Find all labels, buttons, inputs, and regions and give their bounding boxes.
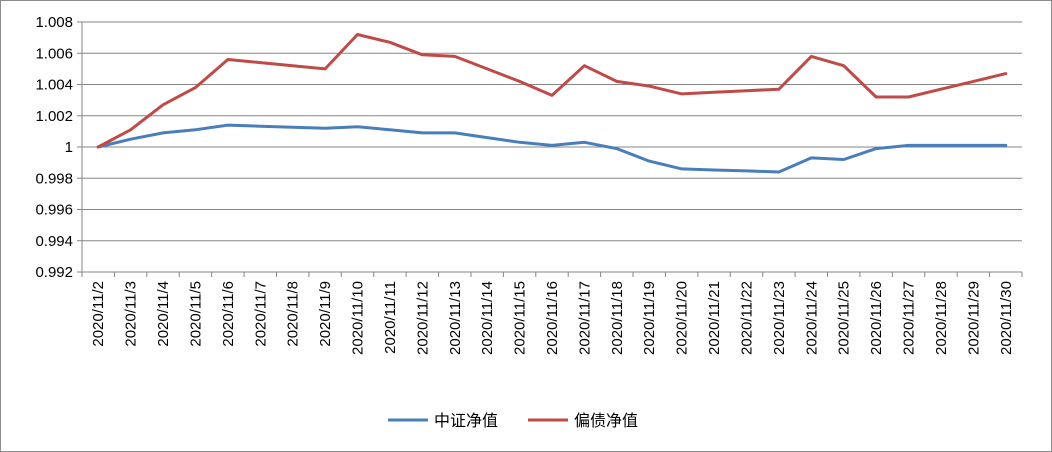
x-tick-label: 2020/11/18 [609,281,626,355]
y-tick-label: 0.998 [35,170,73,187]
y-tick-label: 1.006 [35,45,73,62]
x-tick-label: 2020/11/29 [965,281,982,355]
x-tick-label: 2020/11/17 [576,281,593,355]
x-tick-label: 2020/11/25 [836,281,853,355]
y-tick-label: 1 [65,139,73,156]
x-tick-label: 2020/11/9 [317,281,334,347]
x-tick-label: 2020/11/10 [350,281,367,355]
legend: 中证净值 偏债净值 [388,411,638,430]
x-tick-label: 2020/11/14 [479,281,496,355]
x-tick-label: 2020/11/30 [998,281,1015,355]
x-tick-label: 2020/11/20 [674,281,691,355]
x-tick-label: 2020/11/6 [220,281,237,347]
y-tick-label: 0.994 [35,233,73,250]
x-tick-label: 2020/11/13 [447,281,464,355]
x-tick-label: 2020/11/26 [868,281,885,355]
x-tick-label: 2020/11/27 [901,281,918,355]
series-line-1 [96,123,1008,174]
x-axis-tick-labels: 2020/11/2 2020/11/3 2020/11/4 2020/11/5 2020… [90,281,1015,355]
x-tick-label: 2020/11/3 [123,281,140,347]
legend-label-2: 偏债净值 [574,411,638,430]
y-tick-label: 0.992 [35,264,73,281]
x-tick-label: 2020/11/23 [771,281,788,355]
y-tick-label: 1.008 [35,14,73,31]
y-tick-label: 1.002 [35,108,73,125]
series-line-2 [96,33,1008,149]
x-tick-label: 2020/11/24 [803,281,820,355]
x-tick-label: 2020/11/19 [641,281,658,355]
legend-label-1: 中证净值 [434,411,498,430]
axes [77,21,1023,277]
series-lines [96,33,1008,174]
x-tick-label: 2020/11/11 [382,281,399,354]
y-tick-label: 0.996 [35,202,73,219]
x-tick-label: 2020/11/16 [544,281,561,355]
y-tick-label: 1.004 [35,77,73,94]
x-tick-label: 2020/11/8 [285,281,302,347]
x-tick-label: 2020/11/7 [252,281,269,347]
x-tick-label: 2020/11/22 [738,281,755,355]
x-tick-label: 2020/11/5 [187,281,204,347]
y-axis-tick-labels: 0.992 0.994 0.996 0.998 1 1.002 1.004 1.006 1.00… [35,14,73,281]
x-tick-label: 2020/11/28 [933,281,950,355]
x-tick-label: 2020/11/15 [512,281,529,355]
x-tick-label: 2020/11/12 [414,281,431,355]
x-tick-label: 2020/11/2 [90,281,107,347]
x-tick-label: 2020/11/21 [706,281,723,355]
x-tick-label: 2020/11/4 [155,281,172,347]
